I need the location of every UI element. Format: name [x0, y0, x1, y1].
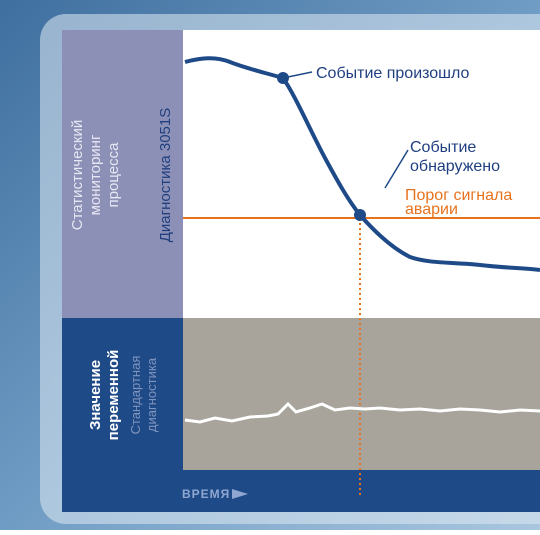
sidebar-line: Значение — [87, 360, 104, 430]
sidebar-line: мониторинг — [87, 134, 104, 215]
sidebar-sublabel: Диагностика 3051S — [157, 108, 174, 243]
time-arrow — [232, 489, 248, 499]
time-label: ВРЕМЯ — [182, 487, 230, 501]
sidebar-subline: Стандартная — [128, 356, 143, 435]
sidebar-line: процесса — [105, 142, 122, 208]
annotation: Событие — [410, 139, 476, 156]
detection-point — [354, 209, 366, 221]
plot-bottom — [183, 318, 540, 470]
sidebar-line: Статистический — [69, 120, 86, 231]
annotation: аварии — [405, 201, 458, 218]
sidebar-subline: диагностика — [144, 357, 159, 432]
leader-line — [282, 71, 313, 79]
time-bar — [62, 470, 540, 512]
annotation: обнаружено — [410, 158, 500, 175]
annotation: Событие произошло — [316, 65, 470, 82]
plot-top — [183, 30, 540, 318]
sidebar-bottom — [62, 318, 183, 470]
sidebar-top-text: Статистический мониторинг процесса Диагн… — [69, 108, 174, 243]
leader-line — [384, 149, 409, 189]
annotation: Порог сигнала — [405, 187, 512, 204]
statistical-curve — [184, 56, 540, 272]
sidebar-bottom-text: Значение переменной Стандартная диагност… — [87, 350, 159, 441]
sidebar-top — [62, 30, 183, 318]
sidebar-line: переменной — [105, 350, 122, 441]
variable-curve — [184, 401, 540, 424]
